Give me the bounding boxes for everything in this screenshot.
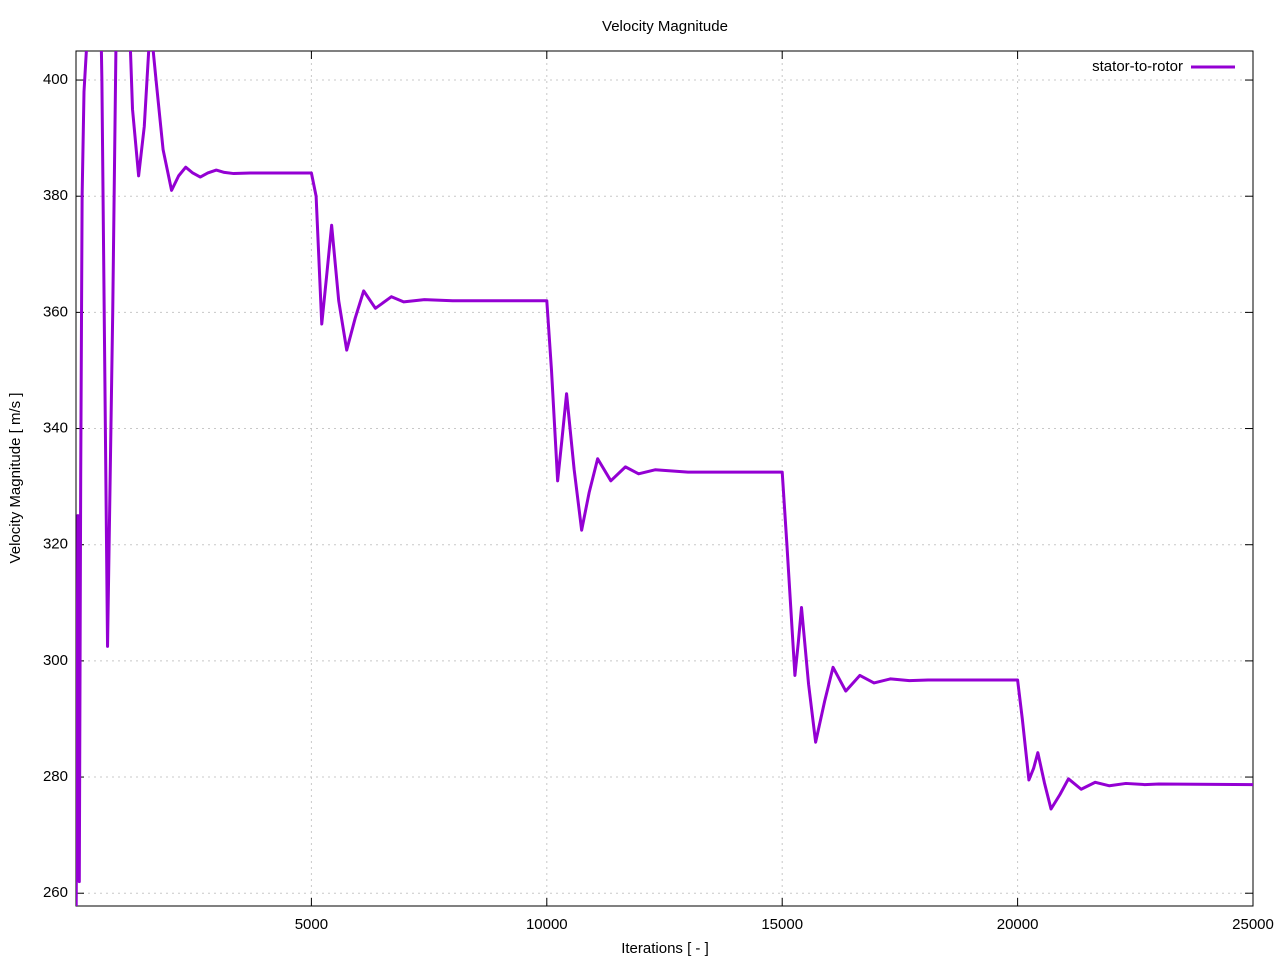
x-axis-label: Iterations [ - ] bbox=[621, 940, 709, 957]
x-tick-label: 15000 bbox=[761, 916, 803, 933]
x-tick-label: 5000 bbox=[295, 916, 328, 933]
y-tick-label: 400 bbox=[43, 71, 68, 88]
y-tick-label: 300 bbox=[43, 652, 68, 669]
y-tick-label: 340 bbox=[43, 420, 68, 437]
y-tick-label: 380 bbox=[43, 187, 68, 204]
x-tick-label: 25000 bbox=[1232, 916, 1274, 933]
y-tick-label: 360 bbox=[43, 303, 68, 320]
legend-label: stator-to-rotor bbox=[1092, 58, 1183, 75]
x-tick-label: 10000 bbox=[526, 916, 568, 933]
y-tick-label: 280 bbox=[43, 768, 68, 785]
plot-frame bbox=[75, 50, 1254, 907]
y-tick-label: 320 bbox=[43, 536, 68, 553]
x-tick-label: 20000 bbox=[997, 916, 1039, 933]
data-line bbox=[76, 51, 1253, 906]
y-axis-label: Velocity Magnitude [ m/s ] bbox=[7, 393, 24, 564]
y-tick-label: 260 bbox=[43, 884, 68, 901]
chart-title: Velocity Magnitude bbox=[602, 18, 728, 35]
